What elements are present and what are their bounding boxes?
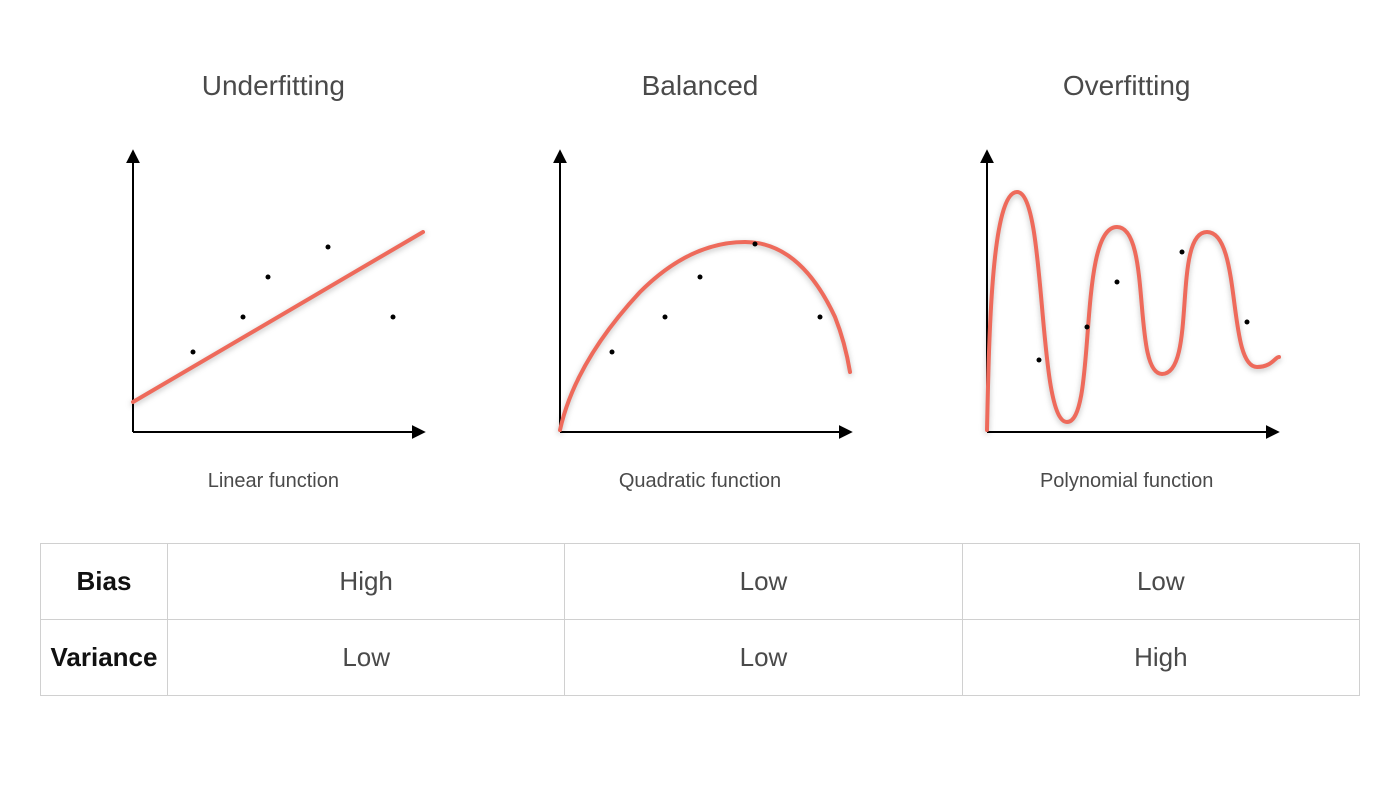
panel-title-balanced: Balanced <box>642 70 759 102</box>
panel-caption-balanced: Quadratic function <box>619 470 781 493</box>
fit-curve <box>987 192 1279 430</box>
panel-title-underfitting: Underfitting <box>202 70 345 102</box>
panel-balanced: Balanced Quadratic function <box>487 30 914 493</box>
row-header-bias: Bias <box>41 544 168 620</box>
cell-bias-balanced: Low <box>565 544 962 620</box>
data-point <box>1084 325 1089 330</box>
panel-overfitting: Overfitting Polynomial function <box>913 30 1340 493</box>
cell-variance-underfitting: Low <box>168 620 565 696</box>
data-point <box>241 315 246 320</box>
data-point <box>698 275 703 280</box>
data-point <box>326 245 331 250</box>
fit-curve <box>560 242 850 430</box>
data-point <box>610 350 615 355</box>
table-row: Bias High Low Low <box>41 544 1360 620</box>
panel-caption-underfitting: Linear function <box>208 470 339 493</box>
panel-title-overfitting: Overfitting <box>1063 70 1191 102</box>
data-point <box>266 275 271 280</box>
cell-bias-underfitting: High <box>168 544 565 620</box>
cell-bias-overfitting: Low <box>962 544 1359 620</box>
panel-caption-overfitting: Polynomial function <box>1040 470 1213 493</box>
table-row: Variance Low Low High <box>41 620 1360 696</box>
plot-underfitting <box>103 142 443 452</box>
panels-row: Underfitting Linear function Balanced Qu… <box>0 0 1400 503</box>
plot-balanced <box>530 142 870 452</box>
cell-variance-balanced: Low <box>565 620 962 696</box>
fit-curve <box>133 232 423 402</box>
data-point <box>663 315 668 320</box>
panel-underfitting: Underfitting Linear function <box>60 30 487 493</box>
data-point <box>753 242 758 247</box>
data-point <box>1114 280 1119 285</box>
data-point <box>1036 358 1041 363</box>
data-point <box>1179 250 1184 255</box>
data-point <box>191 350 196 355</box>
row-header-variance: Variance <box>41 620 168 696</box>
data-point <box>391 315 396 320</box>
cell-variance-overfitting: High <box>962 620 1359 696</box>
data-point <box>818 315 823 320</box>
bias-variance-table: Bias High Low Low Variance Low Low High <box>40 543 1360 696</box>
data-point <box>1244 320 1249 325</box>
plot-overfitting <box>957 142 1297 452</box>
